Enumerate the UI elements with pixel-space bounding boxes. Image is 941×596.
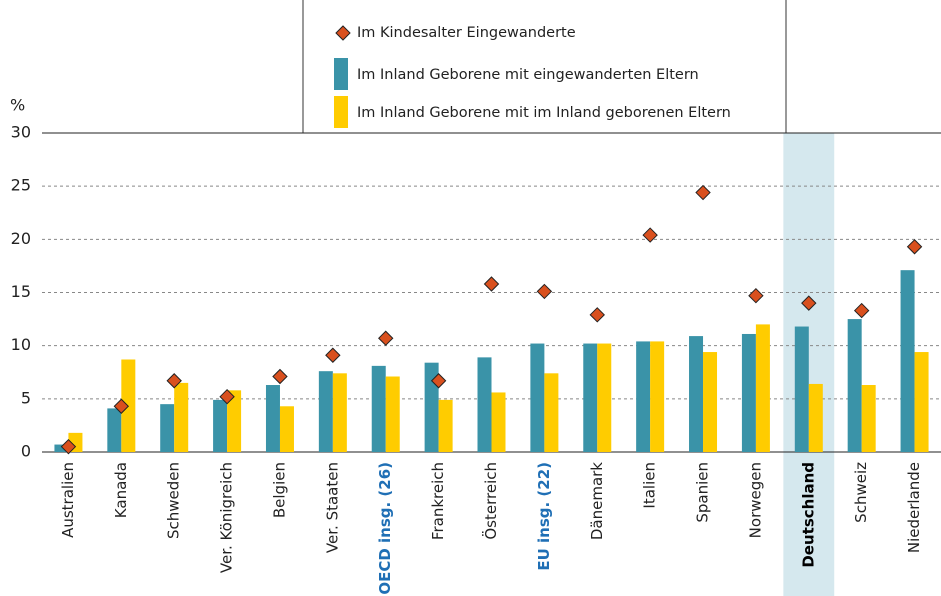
legend-label: Im Inland Geborene mit im Inland geboren… [357, 105, 731, 121]
bar [279, 406, 294, 452]
bar [371, 365, 386, 452]
x-tick-label: Australien [59, 462, 77, 538]
diamond-marker [60, 438, 77, 455]
x-tick-label: Österreich [481, 462, 500, 540]
x-tick-label: EU insg. (22) [535, 462, 553, 571]
bar [385, 376, 400, 452]
bar [703, 352, 718, 452]
diamond-marker [325, 347, 341, 363]
diamond-marker [483, 276, 500, 292]
x-tick-label: OECD insg. (26) [376, 462, 394, 595]
bar [847, 319, 862, 452]
diamond-marker [272, 368, 288, 385]
x-tick-label: Italien [641, 462, 659, 509]
x-tick-label: Belgien [270, 462, 288, 518]
bar [794, 326, 809, 452]
x-tick-label: Ver. Staaten [323, 462, 341, 553]
bar [650, 341, 665, 452]
x-tick-label: Dänemark [588, 462, 606, 540]
x-tick-label: Schweden [165, 462, 183, 539]
bar [174, 382, 189, 452]
diamond-marker [536, 283, 553, 300]
y-tick-label: 10 [11, 335, 31, 354]
bar [491, 392, 506, 452]
diamond-marker [906, 239, 923, 255]
diamond-marker [695, 184, 711, 201]
bar [477, 357, 492, 452]
diamond-marker [378, 330, 394, 346]
diamond-marker [801, 295, 817, 311]
bar [438, 399, 453, 452]
x-tick-label: Ver. Königreich [218, 462, 236, 573]
x-tick-label: Kanada [112, 462, 130, 518]
y-axis-label: % [10, 96, 25, 115]
y-tick-label: 25 [11, 176, 31, 195]
x-tick-label: Schweiz [852, 462, 870, 523]
diamond-marker [853, 302, 870, 319]
legend-marker [335, 25, 351, 41]
bar [597, 343, 612, 452]
x-tick-label: Deutschland [799, 462, 817, 568]
bar [861, 385, 876, 452]
y-tick-label: 0 [21, 442, 31, 461]
y-tick-label: 5 [21, 388, 31, 407]
diamond-marker [748, 287, 764, 304]
diamond-marker [430, 373, 447, 389]
bar [808, 383, 823, 452]
bar [332, 373, 347, 452]
legend-swatch [334, 96, 348, 128]
diamond-marker [113, 398, 130, 414]
bar [755, 324, 770, 452]
bar [900, 270, 915, 452]
bar [583, 343, 598, 452]
bar [213, 399, 228, 452]
bar [636, 341, 651, 452]
y-tick-label: 20 [11, 229, 31, 248]
x-tick-label: Spanien [694, 462, 712, 523]
bar [689, 336, 704, 452]
bar [914, 352, 929, 452]
y-tick-label: 30 [11, 123, 31, 142]
diamond-marker [219, 388, 235, 405]
bar [741, 333, 756, 452]
x-tick-label: Niederlande [905, 462, 923, 553]
y-tick-label: 15 [11, 282, 31, 301]
diamond-marker [166, 373, 182, 389]
bar [265, 385, 280, 452]
diamond-marker [642, 227, 658, 243]
diamond-marker [589, 307, 605, 323]
bar [160, 404, 175, 452]
legend-label: Im Kindesalter Eingewanderte [357, 25, 576, 41]
bar [227, 390, 242, 452]
legend-label: Im Inland Geborene mit eingewanderten El… [357, 67, 699, 83]
bar [544, 373, 559, 452]
bar [318, 371, 333, 452]
bar [107, 408, 122, 452]
x-tick-label: Norwegen [746, 462, 764, 538]
highlight-band [783, 133, 835, 596]
x-tick-label: Frankreich [429, 462, 447, 540]
legend-swatch [334, 58, 348, 90]
bar [530, 343, 545, 452]
bar [54, 444, 69, 452]
bar [424, 362, 439, 452]
